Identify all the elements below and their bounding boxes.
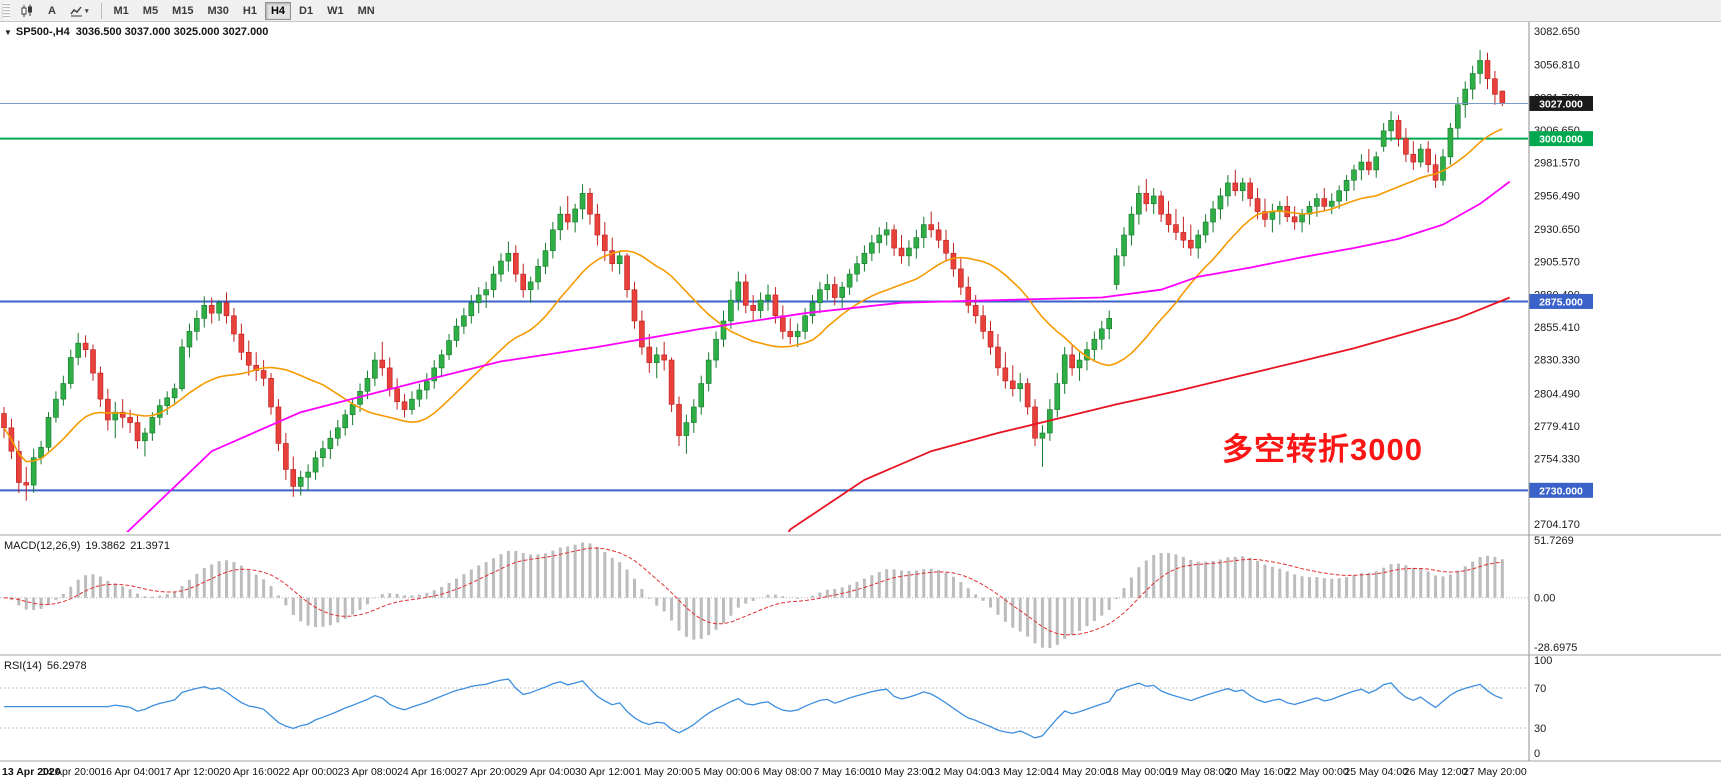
svg-text:23 Apr 08:00: 23 Apr 08:00 [338,766,398,778]
timeframe-button-mn[interactable]: MN [352,2,381,20]
chart-canvas[interactable]: 3082.6503056.8103031.7303006.6502981.570… [0,22,1721,783]
svg-text:22 Apr 00:00: 22 Apr 00:00 [278,766,338,778]
timeframe-button-m5[interactable]: M5 [137,2,164,20]
svg-text:2804.490: 2804.490 [1534,388,1580,400]
svg-text:-28.6975: -28.6975 [1534,642,1577,654]
rsi-value: 56.2978 [46,660,87,672]
macd-label: MACD(12,26,9) 19.3862 21.3971 [4,540,170,552]
svg-text:27 Apr 20:00: 27 Apr 20:00 [456,766,516,778]
svg-text:3056.810: 3056.810 [1534,60,1580,72]
svg-text:3082.650: 3082.650 [1534,26,1580,38]
svg-text:25 May 04:00: 25 May 04:00 [1344,766,1408,778]
svg-text:0.00: 0.00 [1534,593,1555,605]
svg-text:1 May 20:00: 1 May 20:00 [635,766,693,778]
svg-text:13 May 12:00: 13 May 12:00 [988,766,1052,778]
svg-text:51.7269: 51.7269 [1534,535,1574,547]
toolbar: A ▾ M1 M5 M15 M30 H1 H4 D1 W1 MN [0,0,1721,22]
timeframe-button-w1[interactable]: W1 [321,2,350,20]
candlestick-chart-icon-button[interactable] [14,2,40,20]
toolbar-separator [100,2,102,19]
rsi-line [4,678,1503,739]
svg-text:22 May 00:00: 22 May 00:00 [1285,766,1349,778]
svg-text:14 May 20:00: 14 May 20:00 [1048,766,1112,778]
font-a-button[interactable]: A [42,2,62,20]
ohlc-readout: 3036.500 3037.000 3025.000 3027.000 [75,26,269,38]
scale-dropdown-icon [70,6,82,16]
macd-signal-line [3,547,1503,636]
svg-text:2779.410: 2779.410 [1534,421,1580,433]
macd-histogram [9,542,1504,648]
svg-text:18 May 00:00: 18 May 00:00 [1107,766,1171,778]
svg-text:2704.170: 2704.170 [1534,519,1580,531]
rsi-label: RSI(14) 56.2978 [4,660,87,672]
svg-text:2875.000: 2875.000 [1539,296,1583,308]
svg-text:2956.490: 2956.490 [1534,190,1580,202]
svg-text:17 Apr 12:00: 17 Apr 12:00 [160,766,220,778]
svg-text:70: 70 [1534,683,1546,695]
timeframe-button-m15[interactable]: M15 [166,2,199,20]
timeframe-button-h4[interactable]: H4 [264,1,292,20]
svg-text:13 Apr 2020: 13 Apr 2020 [2,766,61,778]
toolbar-grip[interactable] [2,2,10,19]
chart-area[interactable]: 3082.6503056.8103031.7303006.6502981.570… [0,22,1721,783]
svg-text:2754.330: 2754.330 [1534,454,1580,466]
svg-text:30 Apr 12:00: 30 Apr 12:00 [575,766,635,778]
timeframe-button-m30[interactable]: M30 [201,2,234,20]
chart-annotation: 多空转折3000 [1222,432,1423,467]
svg-text:20 May 16:00: 20 May 16:00 [1226,766,1290,778]
svg-text:3027.000: 3027.000 [1539,98,1583,110]
timeframe-button-d1[interactable]: D1 [293,2,319,20]
macd-main-value: 19.3862 [85,540,126,552]
svg-text:2830.330: 2830.330 [1534,355,1580,367]
svg-text:26 May 12:00: 26 May 12:00 [1404,766,1468,778]
svg-text:2905.570: 2905.570 [1534,257,1580,269]
ma-magenta-line [126,180,1511,532]
chart-title: ▼ SP500-,H4 3036.500 3037.000 3025.000 302… [4,26,268,38]
timeframe-button-m1[interactable]: M1 [108,2,135,20]
svg-text:19 May 08:00: 19 May 08:00 [1166,766,1230,778]
svg-text:2730.000: 2730.000 [1539,485,1583,497]
svg-text:10 May 23:00: 10 May 23:00 [870,766,934,778]
svg-text:6 May 08:00: 6 May 08:00 [754,766,812,778]
svg-text:29 Apr 04:00: 29 Apr 04:00 [516,766,576,778]
svg-text:12 May 04:00: 12 May 04:00 [929,766,993,778]
macd-indicator-name: MACD(12,26,9) [4,540,81,552]
rsi-axis: 100 70 30 0 [1534,655,1552,760]
timeframe-group: M1 M5 M15 M30 H1 H4 D1 W1 MN [107,1,382,20]
svg-text:3000.000: 3000.000 [1539,134,1583,146]
svg-text:27 May 20:00: 27 May 20:00 [1463,766,1527,778]
font-a-icon: A [48,4,56,17]
svg-text:2930.650: 2930.650 [1534,224,1580,236]
candlestick-chart-icon [21,4,32,17]
macd-axis: 51.7269 0.00 -28.6975 [1534,535,1577,654]
timeframe-button-h1[interactable]: H1 [237,2,263,20]
scale-dropdown-button[interactable]: ▾ [64,2,95,20]
svg-text:2981.570: 2981.570 [1534,158,1580,170]
symbol-timeframe-label: SP500-,H4 [15,26,70,38]
ma-orange-line [3,128,1503,463]
horizontal-lines-layer[interactable] [0,137,1528,492]
svg-text:16 Apr 04:00: 16 Apr 04:00 [100,766,160,778]
symbol-dropdown-icon[interactable]: ▼ [4,28,12,37]
candles-layer [1,50,1506,501]
svg-text:7 May 16:00: 7 May 16:00 [813,766,871,778]
svg-text:0: 0 [1534,748,1540,760]
macd-signal-value: 21.3971 [130,540,170,552]
svg-text:30: 30 [1534,723,1546,735]
svg-text:100: 100 [1534,655,1552,667]
chevron-down-icon: ▾ [85,7,89,15]
price-badges: 3027.000 3000.000 2875.000 2730.000 [1529,95,1593,498]
svg-text:2855.410: 2855.410 [1534,322,1580,334]
rsi-indicator-name: RSI(14) [4,660,42,672]
svg-text:24 Apr 16:00: 24 Apr 16:00 [397,766,457,778]
ma-red-line [787,296,1511,532]
svg-text:20 Apr 16:00: 20 Apr 16:00 [219,766,279,778]
svg-text:14 Apr 20:00: 14 Apr 20:00 [41,766,101,778]
svg-text:5 May 00:00: 5 May 00:00 [695,766,753,778]
